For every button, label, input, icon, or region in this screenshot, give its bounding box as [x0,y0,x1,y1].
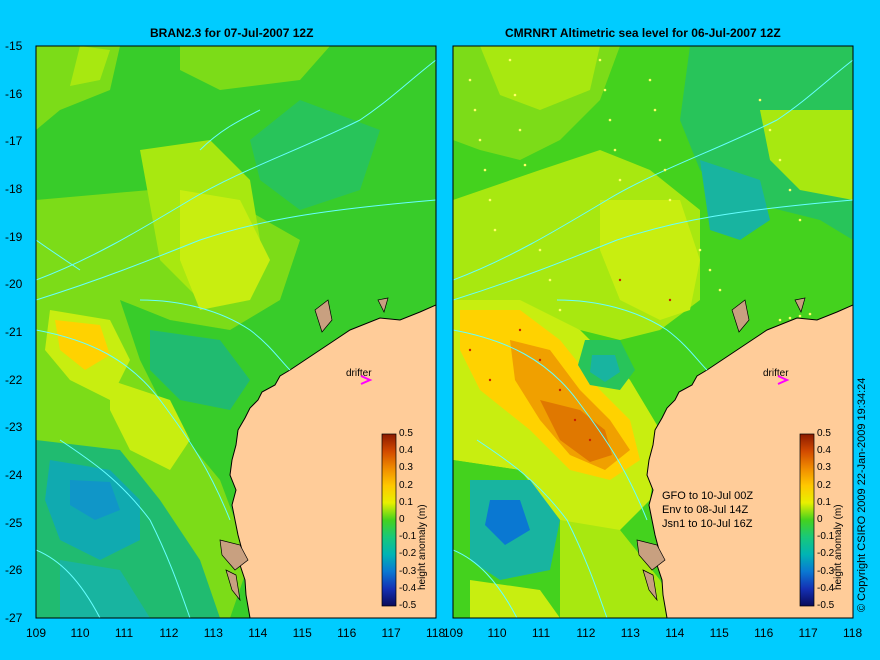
left-lon-tick: 116 [337,626,357,640]
left-colorbar-tick: -0.3 [399,565,417,577]
altimeter-note-jsn1: Jsn1 to 10-Jul 16Z [662,518,753,530]
right-colorbar-tick: 0.4 [817,445,831,457]
right-colorbar-tick: -0.5 [817,600,835,611]
lat-tick: -19 [5,229,23,244]
left-colorbar-tick: -0.5 [399,600,417,611]
right-lon-tick: 110 [487,626,507,640]
right-colorbar-tick: -0.4 [817,582,835,594]
right-altimeter-track-dots-red [468,278,672,442]
left-colorbar-tick: -0.1 [399,531,417,543]
right-bathymetry-contours [453,59,853,618]
right-lon-tick: 113 [620,626,640,640]
lat-tick: -17 [5,134,23,149]
left-colorbar-tick: 0.5 [399,428,413,439]
altimeter-note-gfo: GFO to 10-Jul 00Z [662,490,754,502]
left-coastline [229,304,436,618]
right-lon-tick: 117 [798,626,818,640]
left-colorbar-tick: 0.2 [399,479,413,491]
right-coastline [646,304,853,618]
right-map: drifter [453,46,853,618]
lat-tick: -25 [5,515,23,530]
right-lon-tick: 116 [754,626,774,640]
left-lon-tick: 113 [203,626,223,640]
left-drifter-label: drifter [346,368,372,379]
right-lon-tick: 109 [443,626,464,640]
lat-tick: -23 [5,420,23,435]
lat-tick: -26 [5,563,23,578]
left-colorbar-tick: -0.4 [399,582,417,594]
left-lon-tick: 117 [381,626,401,640]
right-lon-tick: 115 [709,626,729,640]
altimeter-note-env: Env to 08-Jul 14Z [662,504,749,516]
left-lon-tick: 110 [70,626,90,640]
left-drifter-arrow [360,375,373,385]
right-drifter-label: drifter [763,368,789,379]
lat-tick: -15 [5,39,23,53]
left-colorbar-tick: 0.4 [399,445,413,457]
lat-tick: -18 [5,182,23,196]
lat-tick: -24 [5,468,23,482]
left-colorbar-tick: 0.3 [399,462,413,474]
left-colorbar-tick: 0.1 [399,496,413,508]
left-colorbar-label: height anomaly (m) [417,504,428,590]
right-panel-title: CMRNRT Altimetric sea level for 06-Jul-2… [505,26,781,40]
left-lon-tick: 109 [26,626,47,640]
left-panel-title: BRAN2.3 for 07-Jul-2007 12Z [150,26,314,40]
right-map-frame [452,45,854,619]
right-drifter-arrow [777,375,790,385]
right-coastal-islands [636,297,806,602]
right-lon-tick: 111 [531,626,551,640]
left-lon-tick: 115 [292,626,312,640]
left-map-frame [35,45,437,619]
right-colorbar [799,433,815,607]
right-colorbar-tick: 0.5 [817,428,831,439]
left-lon-tick: 114 [248,626,268,640]
right-colorbar-tick: 0 [817,514,823,525]
lat-tick: -27 [5,611,23,625]
left-lon-tick: 111 [114,626,134,640]
right-colorbar-tick: -0.2 [817,548,835,560]
right-lon-tick: 112 [576,626,596,640]
right-colorbar-tick: 0.2 [817,479,831,491]
left-lon-tick: 112 [159,626,179,640]
left-lon-tick: 118 [426,626,446,640]
left-bathymetry-contours [36,59,436,618]
right-lon-tick: 114 [665,626,685,640]
left-coastal-islands [219,297,389,602]
copyright-text: © Copyright CSIRO 2009 22-Jan-2009 19:34… [856,377,868,612]
right-colorbar-tick: 0.1 [817,496,831,508]
lat-tick: -22 [5,372,23,387]
left-map: drifter [36,46,436,618]
lat-tick: -20 [5,277,23,292]
right-colorbar-tick: -0.3 [817,565,835,577]
left-colorbar-tick: -0.2 [399,548,417,560]
right-colorbar-tick: 0.3 [817,462,831,474]
left-colorbar-tick: 0 [399,514,405,525]
lat-tick: -16 [5,86,23,101]
right-lon-tick: 118 [843,626,863,640]
lat-tick: -21 [5,325,23,339]
right-colorbar-tick: -0.1 [817,531,835,543]
right-colorbar-label: height anomaly (m) [833,504,844,590]
right-altimeter-track-dots [468,58,812,322]
left-colorbar [381,433,397,607]
right-anomaly-field [453,46,853,618]
